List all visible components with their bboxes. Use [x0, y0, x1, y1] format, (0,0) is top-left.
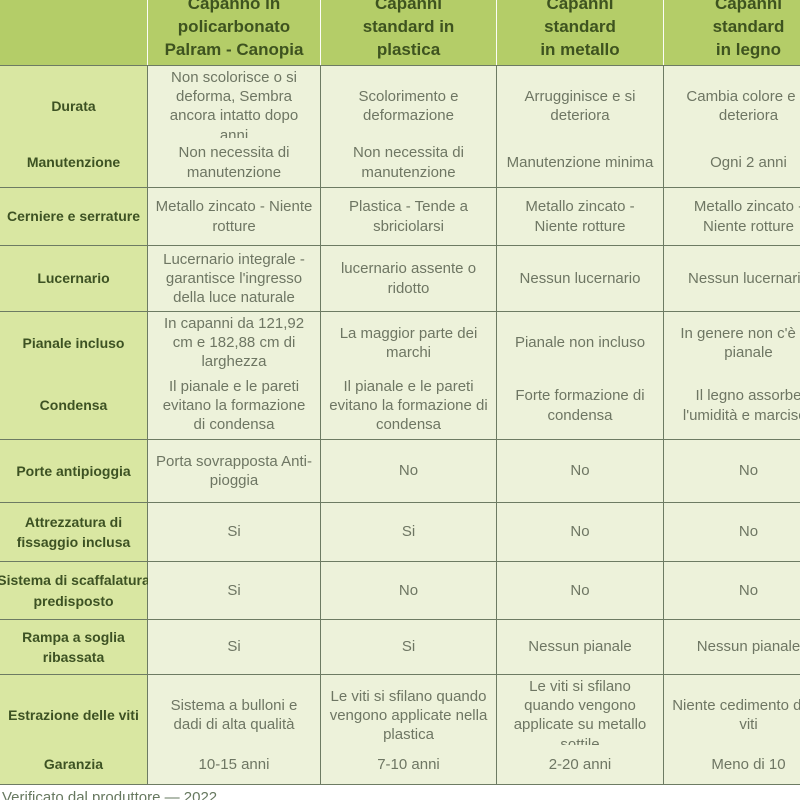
- table-cell: Cambia colore e si deteriora: [664, 66, 800, 147]
- table-cell: Il legno assorbe l'umidità e marcisce: [664, 372, 800, 439]
- row-label: Condensa: [0, 372, 148, 439]
- table-cell: Niente cedimento delle viti: [664, 675, 800, 756]
- row-label: Pianale incluso: [0, 312, 148, 374]
- row-label: Garanzia: [0, 745, 148, 784]
- table-cell: Metallo zincato - Niente rotture: [664, 188, 800, 245]
- table-cell: Porta sovrapposta Anti-pioggia: [148, 440, 321, 502]
- footer-note: Verificato dal produttore — 2022: [2, 789, 218, 800]
- table-cell: No: [321, 562, 497, 619]
- header-cell-plastic: Capanni standard in plastica: [321, 0, 497, 65]
- table-cell: Il pianale e le pareti evitano la formaz…: [148, 372, 321, 439]
- table-cell: Si: [321, 503, 497, 561]
- table-cell: Si: [148, 562, 321, 619]
- table-row-pianale: Pianale incluso In capanni da 121,92 cm …: [0, 312, 800, 374]
- table-cell: No: [497, 562, 664, 619]
- table-cell: Nessun pianale: [664, 620, 800, 674]
- table-row-garanzia: Garanzia 10-15 anni 7-10 anni 2-20 anni …: [0, 745, 800, 785]
- table-cell: Sistema a bulloni e dadi di alta qualità: [148, 675, 321, 756]
- table-cell: lucernario assente o ridotto: [321, 246, 497, 311]
- table-cell: No: [497, 440, 664, 502]
- table-cell: 10-15 anni: [148, 745, 321, 784]
- header-cell-metal: Capanni standard in metallo: [497, 0, 664, 65]
- table-row-scaffalatura: Sistema di scaffalatura predisposto Si N…: [0, 562, 800, 620]
- table-cell: Metallo zincato - Niente rotture: [497, 188, 664, 245]
- table-cell: Nessun lucernario: [664, 246, 800, 311]
- table-cell: No: [664, 562, 800, 619]
- header-cell-polycarbonate: Capanno in policarbonato Palram - Canopi…: [148, 0, 321, 65]
- table-cell: Forte formazione di condensa: [497, 372, 664, 439]
- table-cell: Nessun lucernario: [497, 246, 664, 311]
- row-label: Estrazione delle viti: [0, 675, 148, 756]
- row-label: Porte antipioggia: [0, 440, 148, 502]
- table-cell: No: [321, 440, 497, 502]
- table-cell: Scolorimento e deformazione: [321, 66, 497, 147]
- table-row-cerniere: Cerniere e serrature Metallo zincato - N…: [0, 188, 800, 246]
- table-cell: Le viti si sfilano quando vengono applic…: [321, 675, 497, 756]
- table-cell: Plastica - Tende a sbriciolarsi: [321, 188, 497, 245]
- table-cell: Meno di 10: [664, 745, 800, 784]
- row-label: Durata: [0, 66, 148, 147]
- table-cell: Lucernario integrale - garantisce l'ingr…: [148, 246, 321, 311]
- table-cell: 7-10 anni: [321, 745, 497, 784]
- table-cell: In genere non c'è un pianale: [664, 312, 800, 374]
- row-label: Rampa a soglia ribassata: [0, 620, 148, 674]
- row-label: Cerniere e serrature: [0, 188, 148, 245]
- table-row-attrezzatura: Attrezzatura di fissaggio inclusa Si Si …: [0, 503, 800, 562]
- table-cell: No: [664, 503, 800, 561]
- table-cell: Le viti si sfilano quando vengono applic…: [497, 675, 664, 756]
- table-cell: No: [497, 503, 664, 561]
- table-cell: Nessun pianale: [497, 620, 664, 674]
- row-label: Attrezzatura di fissaggio inclusa: [0, 503, 148, 561]
- table-row-estrazione: Estrazione delle viti Sistema a bulloni …: [0, 675, 800, 756]
- header-cell-empty: [0, 0, 148, 65]
- table-cell: Non scolorisce o si deforma, Sembra anco…: [148, 66, 321, 147]
- table-cell: La maggior parte dei marchi: [321, 312, 497, 374]
- table-cell: Pianale non incluso: [497, 312, 664, 374]
- table-cell: 2-20 anni: [497, 745, 664, 784]
- table-cell: Ogni 2 anni: [664, 138, 800, 187]
- table-cell: No: [664, 440, 800, 502]
- table-row-rampa: Rampa a soglia ribassata Si Si Nessun pi…: [0, 620, 800, 675]
- row-label: Sistema di scaffalatura predisposto: [0, 562, 150, 619]
- table-cell: Manutenzione minima: [497, 138, 664, 187]
- table-cell: Si: [148, 620, 321, 674]
- row-label: Manutenzione: [0, 138, 148, 187]
- table-cell: Il pianale e le pareti evitano la formaz…: [321, 372, 497, 439]
- table-row-manutenzione: Manutenzione Non necessita di manutenzio…: [0, 138, 800, 188]
- header-cell-wood: Capanni standard in legno: [664, 0, 800, 65]
- table-row-condensa: Condensa Il pianale e le pareti evitano …: [0, 372, 800, 440]
- table-header-row: Capanno in policarbonato Palram - Canopi…: [0, 0, 800, 66]
- table-cell: Si: [148, 503, 321, 561]
- table-cell: In capanni da 121,92 cm e 182,88 cm di l…: [148, 312, 321, 374]
- table-row-lucernario: Lucernario Lucernario integrale - garant…: [0, 246, 800, 312]
- row-label: Lucernario: [0, 246, 148, 311]
- table-cell: Arrugginisce e si deteriora: [497, 66, 664, 147]
- table-row-durata: Durata Non scolorisce o si deforma, Semb…: [0, 66, 800, 147]
- table-cell: Si: [321, 620, 497, 674]
- table-row-porte: Porte antipioggia Porta sovrapposta Anti…: [0, 440, 800, 503]
- table-cell: Non necessita di manutenzione: [321, 138, 497, 187]
- table-cell: Non necessita di manutenzione: [148, 138, 321, 187]
- table-cell: Metallo zincato - Niente rotture: [148, 188, 321, 245]
